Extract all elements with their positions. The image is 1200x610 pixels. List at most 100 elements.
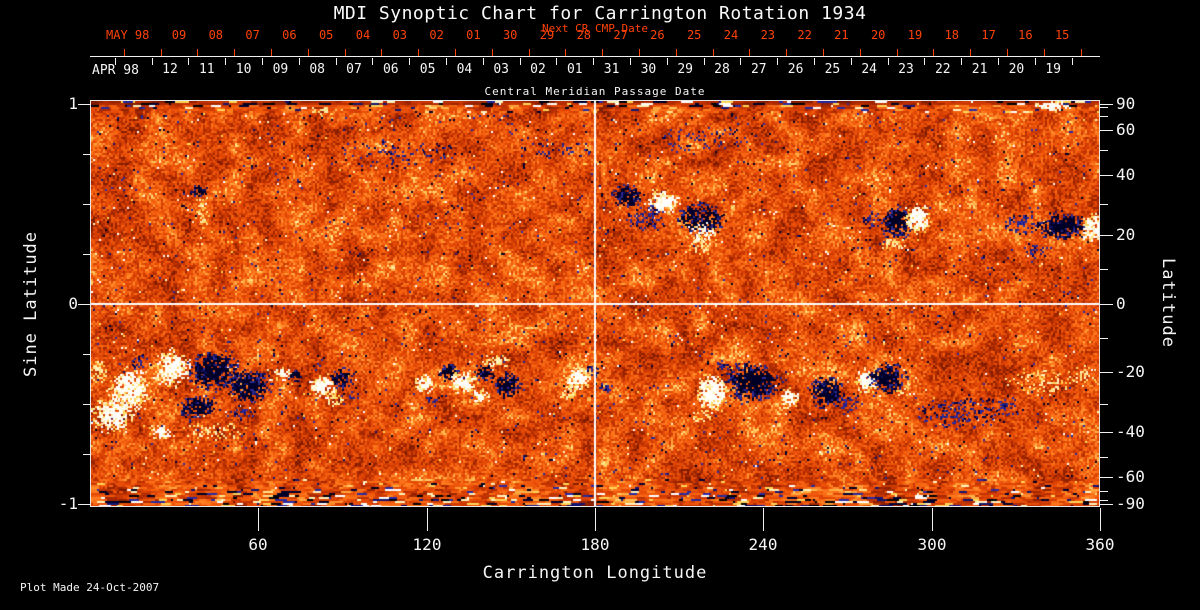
next-cr-date-tick: [528, 49, 530, 56]
left-axis-minor-tick: [83, 204, 90, 205]
next-cr-cmp-label: Next CR CMP Date: [542, 22, 648, 35]
right-axis-tick-label: -40: [1116, 422, 1145, 441]
next-cr-date: 01: [466, 28, 481, 42]
next-cr-date: 05: [318, 28, 334, 42]
next-cr-date: 18: [944, 28, 960, 42]
date-tick: [961, 58, 963, 65]
x-axis-tick-label: 120: [412, 535, 442, 554]
date-tick: [924, 58, 926, 65]
x-axis-tick-label: 360: [1085, 535, 1115, 554]
x-axis-tick-label: 240: [748, 535, 778, 554]
right-axis-tick: [1100, 175, 1113, 176]
date-tick: [409, 58, 411, 65]
x-axis-tick: [932, 508, 933, 531]
next-cr-date: 03: [392, 28, 408, 42]
cmp-date: 27: [750, 62, 767, 77]
plot-made-note: Plot Made 24-Oct-2007: [20, 581, 160, 594]
cmp-date: 08: [309, 62, 326, 77]
next-cr-date: 22: [797, 28, 812, 42]
date-tick: [703, 58, 705, 65]
next-cr-date-tick: [823, 49, 824, 56]
date-tick: [556, 58, 558, 65]
date-tick: [482, 58, 484, 65]
next-cr-date-tick: [786, 49, 788, 56]
x-axis-tick: [595, 508, 596, 531]
next-cr-date-tick: [1007, 49, 1008, 56]
cmp-date: 04: [456, 62, 473, 77]
cmp-date: 02: [530, 62, 546, 77]
right-axis-tick: [1100, 235, 1113, 236]
left-axis-tick-label: 0: [68, 294, 78, 313]
cmp-date: 03: [493, 62, 510, 77]
cmp-date: 26: [787, 62, 804, 77]
next-cr-date-tick: [160, 49, 162, 56]
right-axis-tick-label: 20: [1116, 225, 1136, 244]
left-axis-tick-label: -1: [58, 494, 78, 513]
left-axis-minor-tick: [83, 154, 90, 155]
right-axis-minor-tick: [1100, 457, 1108, 458]
next-cr-date: 24: [723, 28, 739, 42]
date-tick: [630, 58, 631, 65]
cmp-date: 23: [898, 62, 914, 77]
right-axis-tick-label: -20: [1116, 362, 1145, 381]
date-tick: [225, 58, 227, 65]
right-axis-title: Latitude: [1158, 258, 1178, 348]
next-cr-date: 29: [539, 28, 555, 42]
next-cr-date-tick: [675, 49, 677, 56]
date-tick: [519, 58, 521, 65]
next-cr-date: 09: [171, 28, 187, 42]
next-cr-date-tick: [455, 49, 456, 56]
next-cr-date-tick: [749, 49, 751, 56]
date-tick: [593, 58, 595, 65]
date-tick: [446, 58, 447, 65]
date-tick: [151, 58, 153, 65]
cmp-date: 05: [419, 62, 436, 77]
x-axis-tick-label: 180: [580, 535, 610, 554]
cmp-date: 30: [640, 62, 657, 77]
next-cr-month-label: MAY 98: [106, 28, 150, 42]
next-cr-date-tick: [712, 49, 714, 56]
date-tick: [372, 58, 374, 65]
date-tick: [814, 58, 815, 65]
next-cr-date-tick: [639, 49, 640, 56]
next-cr-date-tick: [307, 49, 309, 56]
next-cr-date-tick: [1043, 49, 1045, 56]
date-tick: [335, 58, 337, 65]
next-cr-date-tick: [565, 49, 567, 56]
right-axis-minor-tick: [1100, 491, 1108, 492]
date-axis-line: [90, 56, 1100, 57]
cmp-date: 10: [235, 62, 252, 77]
right-axis-tick: [1100, 372, 1113, 373]
date-tick: [114, 58, 116, 65]
cmp-month-label: APR 98: [92, 63, 139, 78]
cmp-axis-label: Central Meridian Passage Date: [484, 85, 706, 98]
right-axis-minor-tick: [1100, 404, 1108, 405]
date-tick: [850, 58, 852, 65]
x-axis-title: Carrington Longitude: [482, 563, 708, 583]
left-axis-tick: [78, 504, 90, 505]
date-tick: [298, 58, 300, 65]
left-axis-minor-tick: [83, 404, 90, 405]
next-cr-date: 27: [613, 28, 628, 42]
left-axis-minor-tick: [83, 454, 90, 455]
next-cr-date-tick: [344, 49, 346, 56]
next-cr-date-tick: [896, 49, 898, 56]
cmp-date: 24: [861, 62, 878, 77]
next-cr-date-tick: [1080, 49, 1082, 56]
next-cr-date: 16: [1018, 28, 1033, 42]
next-cr-date-tick: [970, 49, 972, 56]
cmp-date: 12: [162, 62, 178, 77]
x-axis-tick-label: 300: [917, 535, 947, 554]
next-cr-date-tick: [234, 49, 236, 56]
next-cr-date: 23: [760, 28, 776, 42]
next-cr-date-tick: [859, 49, 861, 56]
cmp-date: 20: [1008, 62, 1025, 77]
left-axis-tick: [78, 304, 90, 305]
right-axis-tick: [1100, 104, 1113, 105]
right-axis-tick-label: 60: [1116, 120, 1136, 139]
cmp-date: 06: [382, 62, 399, 77]
cmp-date: 29: [677, 62, 694, 77]
left-axis-minor-tick: [83, 254, 90, 255]
right-axis-minor-tick: [1100, 269, 1108, 270]
